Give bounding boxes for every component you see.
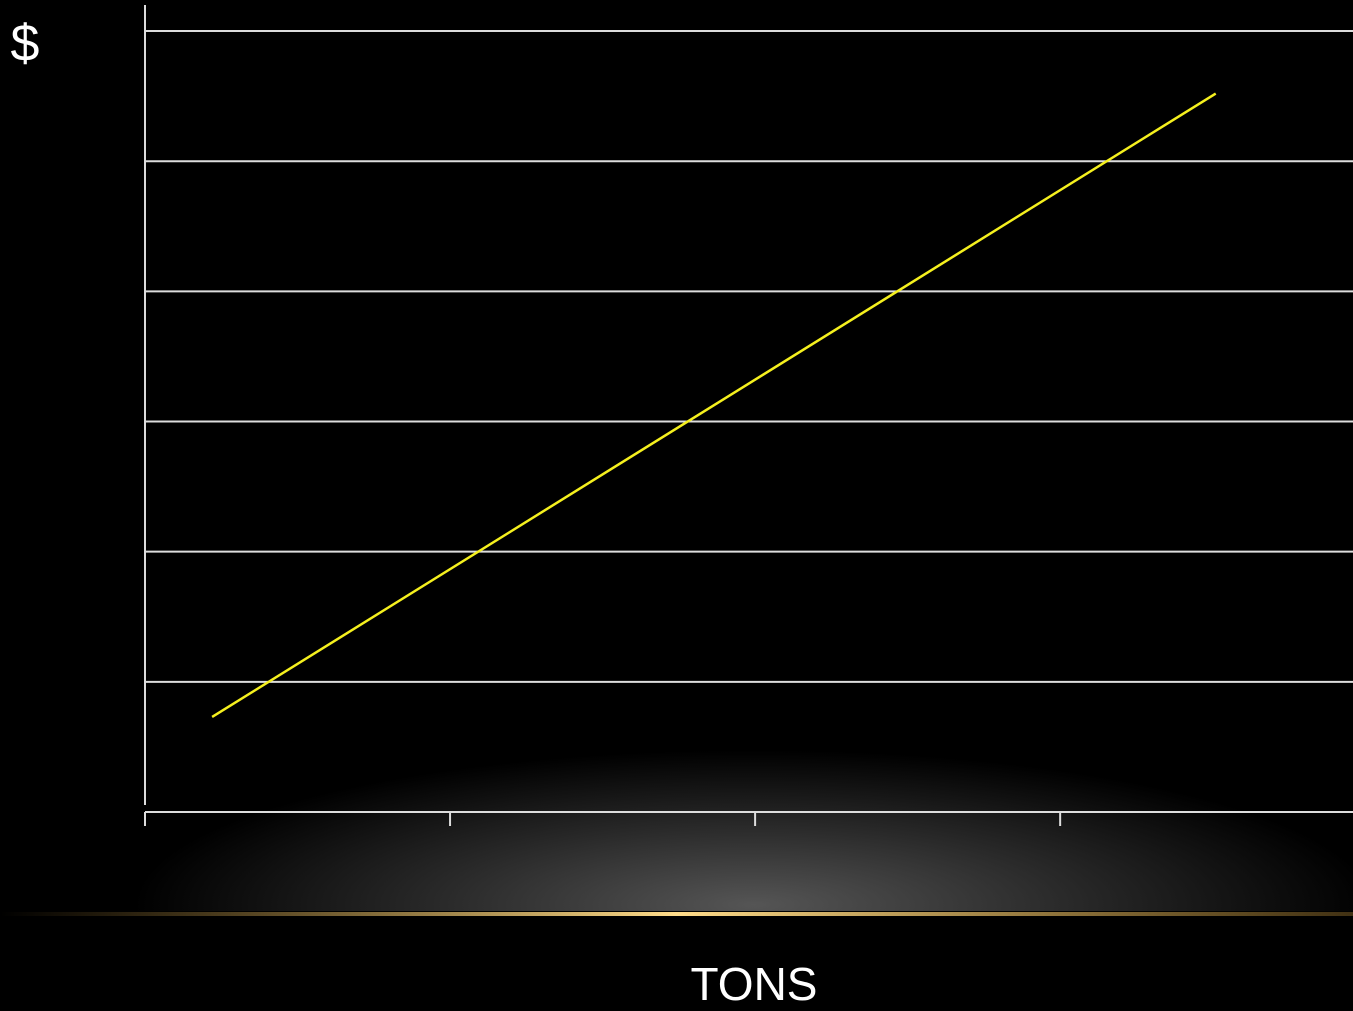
- line-series: [211, 92, 1217, 719]
- gold-rule: [0, 912, 1353, 916]
- glow: [0, 700, 1353, 911]
- x-axis-label: TONS: [691, 958, 818, 1010]
- y-axis-label: $: [11, 15, 40, 73]
